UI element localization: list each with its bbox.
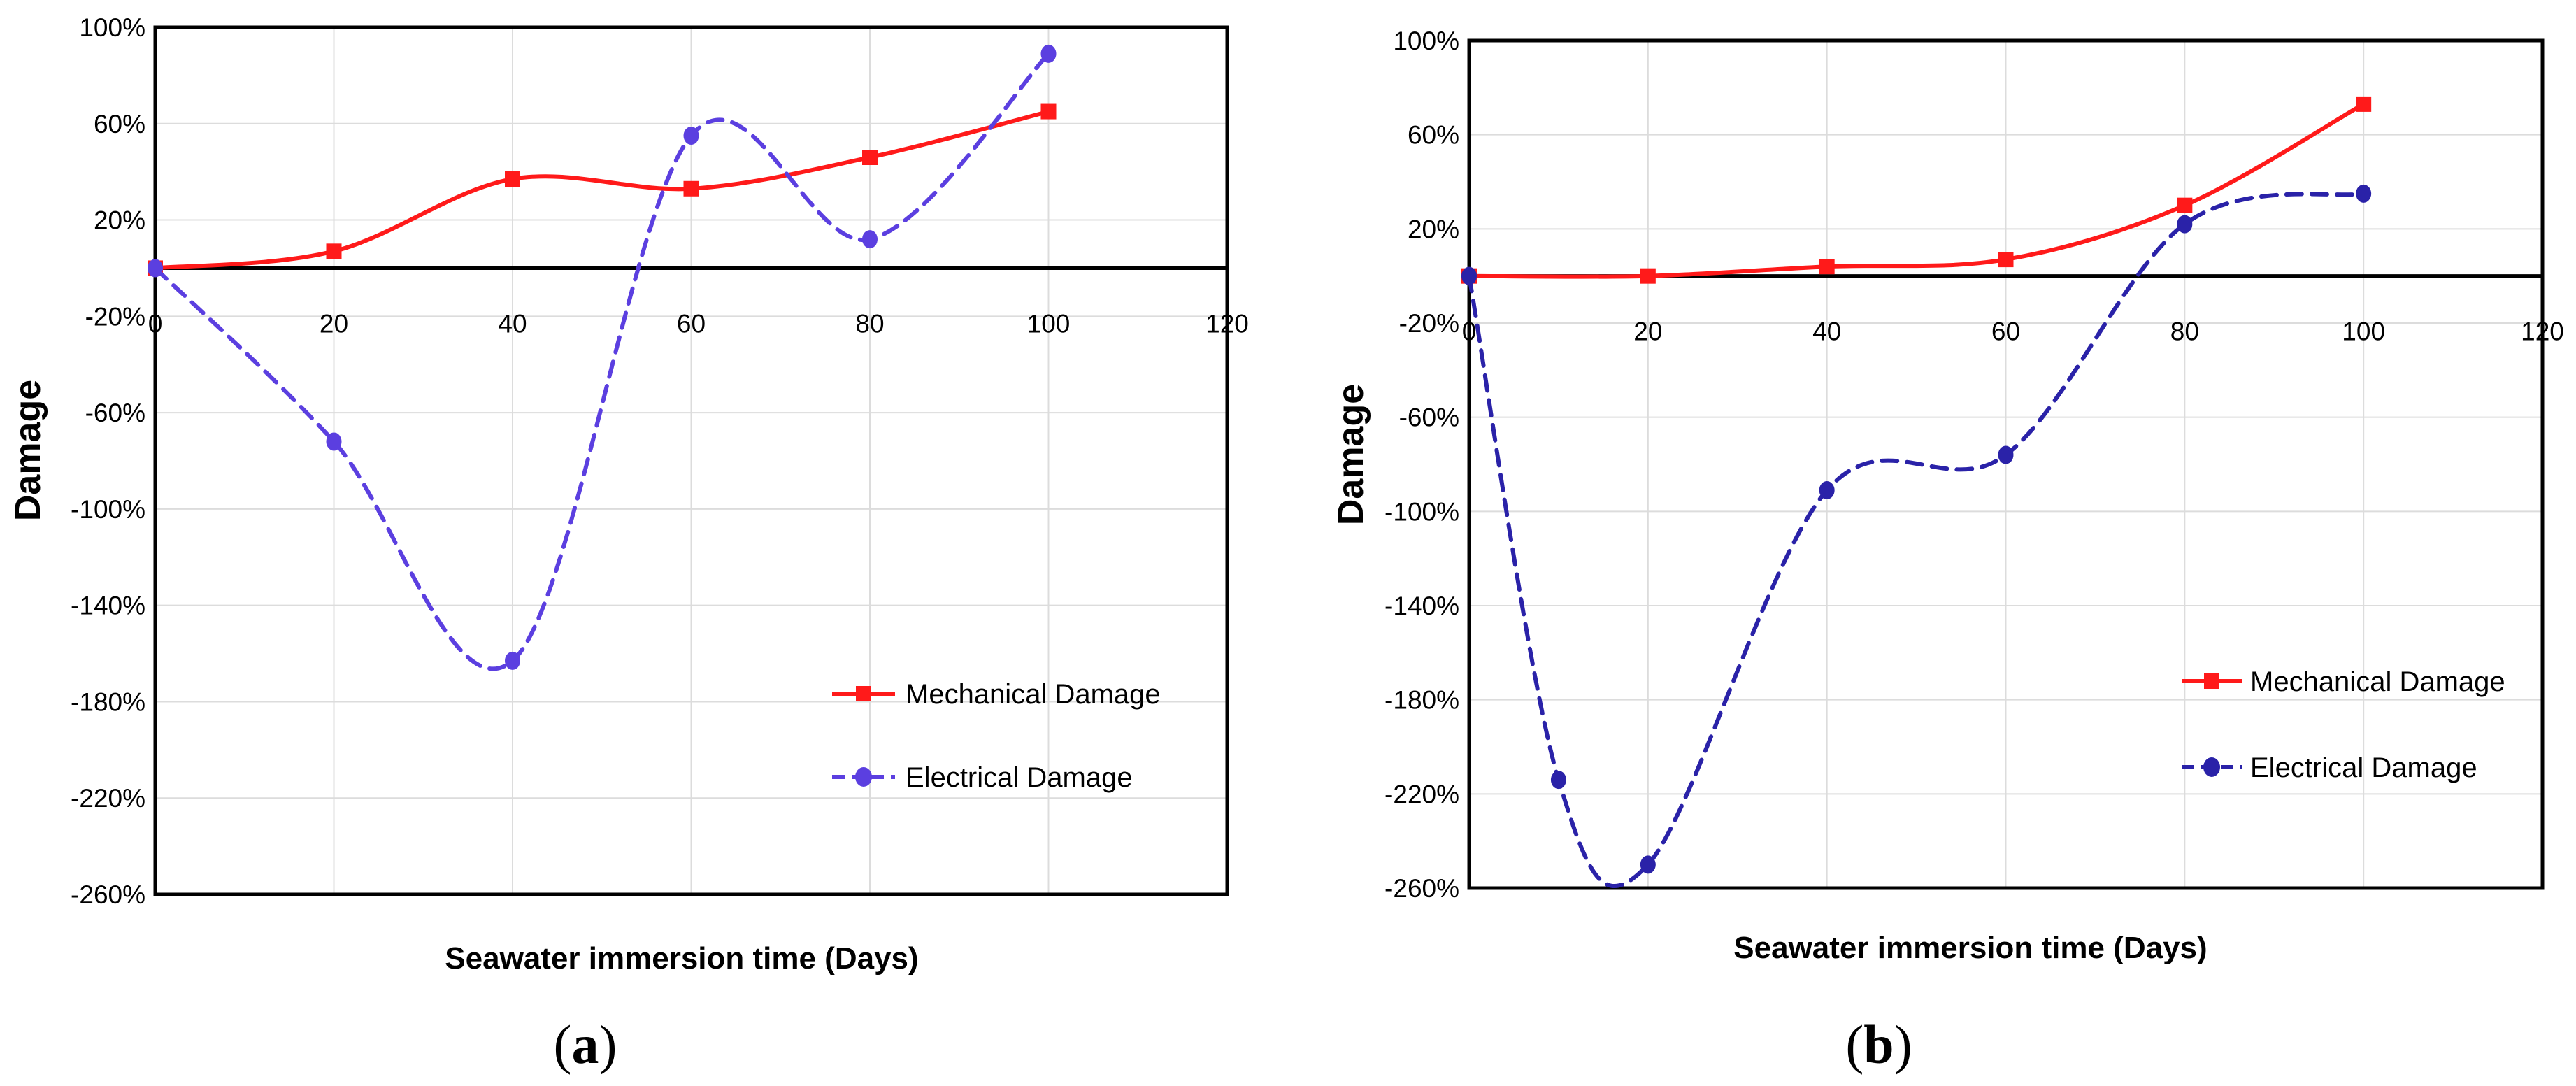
y-tick-label: -140%: [71, 592, 145, 620]
legend-marker-square: [856, 686, 871, 701]
data-point-mechanical: [2356, 96, 2372, 112]
data-point-mechanical: [1998, 252, 2014, 268]
y-tick-label: -180%: [1384, 686, 1459, 715]
data-point-electrical: [2356, 184, 2372, 203]
x-axis-title: Seawater immersion time (Days): [445, 941, 918, 976]
y-tick-label: -60%: [1399, 403, 1459, 432]
data-point-mechanical: [862, 150, 878, 165]
x-tick-label: 20: [320, 309, 348, 338]
data-point-electrical: [862, 230, 878, 249]
y-tick-label: -260%: [71, 880, 145, 909]
legend-label: Electrical Damage: [906, 762, 1133, 793]
y-tick-label: -20%: [1399, 309, 1459, 338]
data-point-mechanical: [1040, 103, 1057, 120]
chart-panel-b: 0 20 40 60 80 100 120 100% 60% 20% -20% -60% -100% -1…: [1331, 27, 2564, 1075]
y-tick-label: -220%: [1384, 780, 1459, 808]
y-tick-label: -20%: [85, 302, 145, 331]
data-point-electrical: [148, 259, 163, 278]
series-line-mechanical: [1467, 101, 2366, 279]
plot-frame: [153, 25, 1229, 896]
x-tick-label: 120: [2521, 317, 2564, 346]
data-point-mechanical: [326, 243, 342, 259]
x-axis-title: Seawater immersion time (Days): [1733, 931, 2207, 965]
x-tick-label: 40: [498, 309, 527, 338]
y-tick-label: -100%: [71, 495, 145, 524]
x-tick-label: 0: [1462, 317, 1477, 346]
y-tick-label: -260%: [1384, 874, 1459, 903]
x-tick-label: 80: [2170, 317, 2199, 346]
data-point-electrical: [2177, 215, 2193, 234]
x-tick-label: 60: [677, 309, 706, 338]
y-axis-title: Damage: [8, 380, 48, 521]
legend: Mechanical Damage Electrical Damage: [2182, 666, 2505, 783]
data-point-electrical: [505, 651, 520, 670]
data-point-mechanical: [2177, 197, 2193, 213]
data-point-mechanical: [683, 180, 699, 197]
data-point-electrical: [1640, 855, 1656, 874]
data-point-mechanical: [505, 171, 520, 187]
data-point-electrical: [1040, 44, 1057, 63]
y-tick-label: 100%: [79, 13, 145, 42]
y-axis-title: Damage: [1331, 384, 1371, 525]
y-tick-label: -140%: [1384, 592, 1459, 620]
x-tick-label: 20: [1633, 317, 1662, 346]
x-tick-label: 100: [1027, 309, 1071, 338]
y-tick-label: -180%: [71, 687, 145, 716]
chart-panel-a: 0 20 40 60 80 100 120 100% 60% 20% -20% -60% -100% -1…: [8, 13, 1249, 1075]
y-tick-label: 20%: [1408, 215, 1459, 243]
data-point-electrical: [326, 432, 342, 451]
legend-marker-circle: [2203, 757, 2220, 777]
panel-caption: (b): [1845, 1014, 1912, 1075]
panel-caption: (a): [554, 1014, 617, 1075]
legend-marker-square: [2204, 673, 2219, 689]
data-point-electrical: [1550, 771, 1566, 790]
data-point-electrical: [1998, 445, 2014, 464]
x-tick-label: 40: [1812, 317, 1841, 346]
y-tick-label: 100%: [1393, 27, 1459, 55]
data-point-mechanical: [1819, 259, 1835, 275]
x-tick-label: 0: [148, 309, 163, 338]
legend: Mechanical Damage Electrical Damage: [832, 679, 1161, 793]
y-tick-label: 60%: [1408, 121, 1459, 150]
y-tick-label: -100%: [1384, 497, 1459, 526]
y-tick-label: -220%: [71, 784, 145, 813]
y-tick-label: 60%: [94, 110, 145, 138]
legend-label: Mechanical Damage: [906, 679, 1161, 710]
y-tick-label: 20%: [94, 206, 145, 235]
data-point-electrical: [1819, 481, 1835, 500]
x-tick-label: 120: [1205, 309, 1249, 338]
x-tick-label: 100: [2342, 317, 2385, 346]
data-point-electrical: [1461, 266, 1477, 285]
series-line-electrical: [1467, 191, 2366, 888]
data-point-mechanical: [1640, 268, 1656, 284]
legend-marker-circle: [855, 767, 872, 787]
series-line-mechanical: [153, 109, 1051, 271]
legend-label: Mechanical Damage: [2250, 666, 2505, 697]
data-point-electrical: [683, 127, 699, 145]
y-tick-label: -60%: [85, 399, 145, 427]
plot-frame: [1467, 38, 2545, 890]
x-tick-label: 80: [855, 309, 884, 338]
x-tick-label: 60: [1991, 317, 2020, 346]
legend-label: Electrical Damage: [2250, 752, 2477, 783]
